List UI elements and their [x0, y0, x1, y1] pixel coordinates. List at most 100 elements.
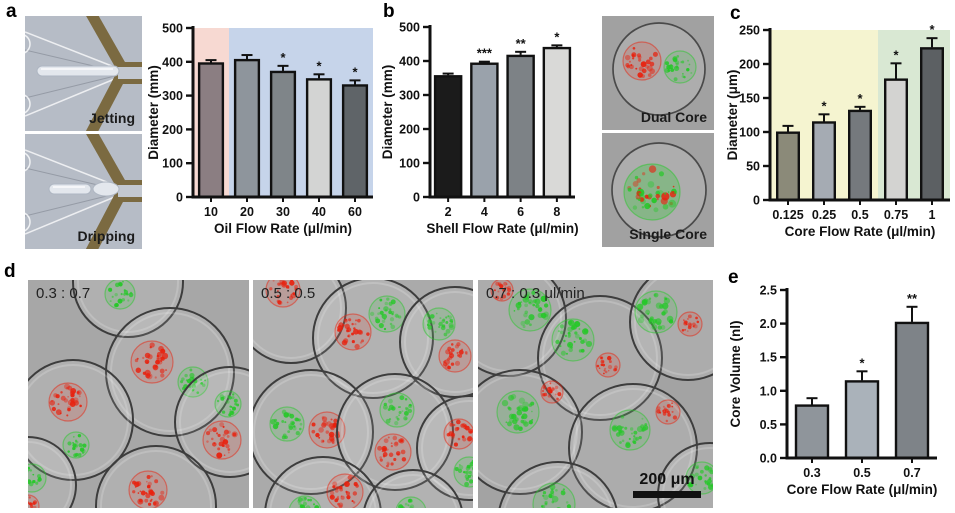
single-core-label: Single Core: [629, 226, 707, 242]
dripping-label: Dripping: [77, 228, 135, 244]
chart-text: *: [857, 91, 863, 106]
panel-label-a: a: [6, 1, 17, 22]
green-core: [395, 496, 427, 508]
bar-chart-oil-flow-rate: 10 20 * 30 * 40 * 60 0 100 200 300 400 500 Oil Flow Ra…: [148, 22, 373, 236]
chart-text: *: [316, 58, 322, 73]
chart-text: 0.7: [903, 466, 920, 480]
panel-label-e: e: [728, 267, 739, 288]
micrograph-dual-core: Dual Core: [602, 16, 714, 130]
bar: [542, 46, 572, 199]
chart-text: *: [821, 98, 827, 113]
capsule: [312, 280, 434, 399]
bar: [847, 109, 872, 202]
chart-text: *: [859, 355, 865, 370]
scale-bar: 200 μm: [633, 471, 701, 498]
dual-core-image: [602, 16, 714, 130]
capsule: [264, 456, 382, 508]
bar: [470, 62, 499, 199]
chart-text: 100: [162, 157, 183, 171]
chart-text: **: [516, 36, 527, 51]
chart-text: Diameter (μm): [726, 70, 740, 161]
micrograph-ratio-07-03: 0.7 : 0.3 μl/min 200 μm: [478, 280, 713, 508]
panel-label-d: d: [4, 261, 16, 282]
chart-text: 0.125: [772, 208, 803, 222]
chart-text: *: [554, 29, 560, 44]
chart-text: 150: [739, 92, 760, 106]
bar: [794, 404, 830, 460]
bar-chart-core-flow-diameter: 0.125 * 0.25 * 0.5 * 0.75 * 1 0 50 100 150 200 250 Core…: [726, 22, 950, 239]
bar: [197, 62, 225, 199]
oil-channel: [86, 134, 127, 189]
green-core: [368, 295, 406, 333]
chart-text: 2.0: [760, 317, 777, 331]
chart-text: 20: [240, 205, 254, 219]
jetting-label: Jetting: [89, 110, 135, 126]
red-core: [334, 313, 372, 351]
red-core: [490, 280, 514, 302]
dripping-image: [25, 134, 142, 249]
bar: [305, 78, 333, 199]
chart-text: 0.75: [884, 208, 908, 222]
panel-label-c: c: [730, 3, 741, 24]
green-core: [508, 288, 552, 332]
chart-text: 1.0: [760, 384, 777, 398]
bar: [269, 70, 297, 199]
bar: [844, 380, 880, 460]
chart-text: Core Flow Rate (μl/min): [787, 482, 938, 497]
capsules-image-3: [478, 280, 713, 508]
chart-text: 6: [517, 205, 524, 219]
bar: [919, 47, 944, 202]
capsule: [174, 366, 249, 478]
chart-text: *: [352, 64, 358, 79]
capsule: [611, 142, 707, 238]
ratio-label-3: 0.7 : 0.3 μl/min: [486, 285, 585, 302]
chart-text: 10: [204, 205, 218, 219]
green-core: [609, 409, 651, 451]
chart-text: **: [907, 291, 918, 306]
bar: [341, 84, 369, 199]
panel-label-b: b: [383, 1, 395, 22]
chart-text: *: [280, 50, 286, 65]
dual-core-label: Dual Core: [640, 109, 707, 125]
chart-text: 0.0: [760, 452, 777, 466]
chart-text: 0.5: [760, 418, 777, 432]
green-core: [104, 280, 136, 310]
bar: [883, 78, 908, 202]
chart-text: 300: [399, 89, 420, 103]
chart-text: 250: [739, 24, 760, 38]
green-core: [288, 495, 322, 508]
chart-text: 100: [399, 157, 420, 171]
chart-text: *: [893, 47, 899, 62]
chart-text: 500: [162, 22, 183, 36]
chart-text: 1.5: [760, 351, 777, 365]
chart-text: 50: [746, 160, 760, 174]
capsule: [28, 436, 77, 508]
chart-text: 200: [739, 58, 760, 72]
capsules-image-2: [253, 280, 473, 508]
chart-text: 0: [176, 191, 183, 205]
chart-text: 4: [481, 205, 488, 219]
capsule: [95, 445, 217, 508]
chart-text: Core Volume (nl): [728, 320, 743, 427]
capsule: [28, 359, 134, 481]
chart-text: 0.3: [803, 466, 820, 480]
chart-text: 30: [276, 205, 290, 219]
bar-chart-shell-flow-rate: 2 *** 4 ** 6 * 8 0 100 200 300 400 500 Shell Flow Rat…: [380, 21, 579, 237]
chart-text: 300: [162, 89, 183, 103]
chart-text: 200: [399, 123, 420, 137]
chart-text: 500: [399, 21, 420, 35]
chart-text: 0.5: [853, 466, 870, 480]
chart-text: 8: [553, 205, 560, 219]
jet-stream: [36, 65, 120, 77]
chart-text: 0: [413, 191, 420, 205]
bar-chart-core-volume: 0.3 * 0.5 ** 0.7 0.0 0.5 1.0 1.5 2.0 2.5 Core Flow …: [728, 284, 938, 498]
chart-text: 0.25: [812, 208, 836, 222]
micrograph-ratio-03-07: 0.3 : 0.7: [28, 280, 249, 508]
chart-text: Diameter (mm): [380, 65, 395, 160]
chart-text: Oil Flow Rate (μl/min): [214, 221, 352, 236]
capsule: [498, 461, 618, 508]
scale-bar-text: 200 μm: [639, 471, 695, 488]
capsule: [478, 280, 567, 377]
chart-text: 400: [399, 55, 420, 69]
bar: [811, 121, 836, 202]
